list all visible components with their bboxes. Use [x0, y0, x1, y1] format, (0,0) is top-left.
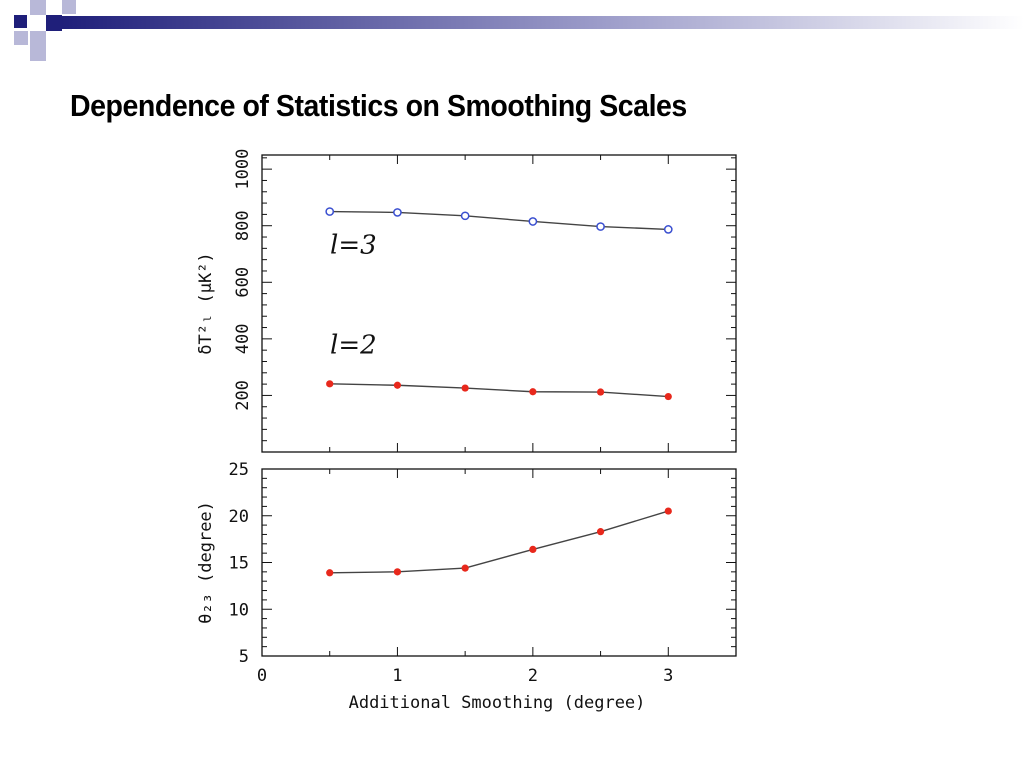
bottom-series-line-0 [329, 510, 669, 574]
top-y-axis-title: δT²ₗ (μK²) [196, 252, 216, 354]
bottom-ytick-label: 20 [229, 507, 249, 527]
top-data-point [393, 381, 402, 389]
top-ytick-label: 1000 [233, 149, 253, 190]
top-series-line-l=2 [329, 383, 669, 398]
bottom-data-point [326, 569, 334, 577]
decor-square-navy-1 [14, 15, 27, 28]
top-data-point [529, 388, 537, 396]
bottom-y-axis-title: θ₂₃ (degree) [196, 501, 216, 624]
bottom-ytick-label: 10 [229, 600, 249, 620]
decor-square-light-3 [30, 31, 46, 47]
decor-square-light-5 [30, 47, 46, 61]
series-annotation-label: l=3 [330, 231, 377, 261]
top-ytick-label: 400 [233, 323, 253, 354]
decor-gradient-bar [62, 16, 1024, 29]
top-ytick-label: 800 [233, 210, 253, 241]
series-annotation-label: l=2 [330, 331, 377, 361]
x-axis-title: Additional Smoothing (degree) [349, 693, 646, 713]
bottom-data-point [664, 507, 672, 515]
decor-square-navy-2 [46, 15, 62, 31]
top-ytick-label: 600 [233, 267, 253, 298]
decor-square-light-4 [14, 31, 28, 45]
top-data-point [325, 207, 335, 216]
bottom-data-point [461, 564, 469, 572]
decor-square-light-1 [30, 0, 46, 15]
top-data-point [393, 208, 402, 217]
top-ytick-label: 200 [233, 380, 253, 411]
bottom-xtick-label: 2 [528, 666, 538, 686]
top-data-point [460, 211, 470, 221]
decor-square-light-2 [62, 0, 76, 14]
bottom-panel-frame [261, 468, 737, 657]
top-data-point [528, 217, 538, 226]
top-data-point [596, 222, 605, 231]
bottom-data-point [393, 568, 402, 576]
slide-corner-decoration [14, 0, 1024, 61]
top-data-point [461, 384, 469, 392]
bottom-xtick-label: 3 [663, 666, 673, 686]
bottom-xtick-label: 0 [257, 666, 267, 686]
top-data-point [326, 380, 334, 388]
bottom-data-point [529, 545, 537, 554]
bottom-ytick-label: 15 [229, 554, 249, 574]
top-series-line-l=3 [329, 210, 669, 231]
top-data-point [663, 225, 673, 234]
slide-title: Dependence of Statistics on Smoothing Sc… [70, 88, 687, 123]
top-data-point [596, 388, 605, 396]
top-data-point [664, 392, 672, 401]
bottom-ytick-label: 5 [239, 647, 249, 667]
top-panel-frame [261, 154, 737, 453]
bottom-ytick-label: 25 [229, 460, 249, 480]
bottom-xtick-label: 1 [392, 666, 402, 686]
bottom-data-point [596, 528, 605, 536]
